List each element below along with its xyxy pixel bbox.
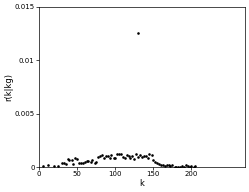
- Point: [184, 164, 188, 167]
- Point: [79, 161, 83, 164]
- Point: [150, 153, 154, 156]
- Point: [146, 156, 150, 159]
- Point: [167, 164, 171, 167]
- Point: [142, 154, 146, 157]
- Point: [147, 152, 151, 155]
- Point: [155, 161, 159, 165]
- Point: [102, 156, 106, 159]
- Point: [106, 154, 110, 157]
- Point: [193, 164, 197, 167]
- Point: [165, 164, 169, 167]
- Point: [94, 161, 98, 164]
- Point: [66, 157, 70, 160]
- Point: [70, 158, 74, 161]
- Point: [192, 165, 196, 168]
- Point: [89, 161, 93, 164]
- Point: [117, 152, 121, 155]
- Point: [188, 165, 192, 168]
- Point: [151, 158, 155, 161]
- Point: [62, 161, 66, 165]
- Point: [178, 165, 182, 168]
- Point: [132, 157, 136, 160]
- Point: [93, 162, 97, 165]
- Point: [76, 161, 80, 164]
- Point: [108, 157, 112, 160]
- Point: [153, 160, 157, 163]
- Point: [52, 164, 56, 167]
- Point: [140, 156, 144, 159]
- Point: [60, 161, 64, 165]
- Point: [144, 154, 148, 157]
- Point: [186, 165, 189, 168]
- Point: [96, 155, 100, 158]
- Point: [170, 164, 174, 167]
- Point: [109, 154, 113, 157]
- Point: [116, 152, 120, 155]
- Point: [128, 156, 132, 160]
- Point: [174, 165, 178, 168]
- Point: [161, 164, 165, 167]
- Point: [85, 159, 89, 162]
- Point: [138, 154, 142, 157]
- Point: [189, 165, 193, 168]
- Point: [124, 154, 128, 157]
- Point: [159, 163, 163, 166]
- Point: [100, 153, 104, 156]
- Point: [119, 153, 123, 156]
- Point: [173, 166, 177, 169]
- Point: [157, 162, 161, 165]
- X-axis label: k: k: [139, 179, 144, 188]
- Y-axis label: r(k|kg): r(k|kg): [4, 73, 13, 101]
- Point: [123, 157, 127, 160]
- Point: [41, 165, 45, 168]
- Point: [113, 157, 117, 160]
- Point: [127, 155, 131, 158]
- Point: [180, 165, 184, 168]
- Point: [177, 166, 181, 169]
- Point: [73, 156, 77, 159]
- Point: [67, 159, 71, 162]
- Point: [163, 164, 167, 167]
- Point: [63, 162, 67, 165]
- Point: [136, 32, 140, 35]
- Point: [56, 164, 60, 167]
- Point: [90, 159, 94, 162]
- Point: [75, 157, 79, 160]
- Point: [121, 156, 125, 159]
- Point: [134, 152, 138, 155]
- Point: [182, 165, 186, 168]
- Point: [46, 164, 50, 167]
- Point: [130, 155, 134, 158]
- Point: [112, 156, 116, 159]
- Point: [83, 161, 87, 164]
- Point: [81, 161, 85, 164]
- Point: [136, 156, 140, 159]
- Point: [104, 154, 108, 157]
- Point: [71, 162, 75, 166]
- Point: [98, 155, 102, 158]
- Point: [168, 164, 172, 167]
- Point: [86, 160, 90, 163]
